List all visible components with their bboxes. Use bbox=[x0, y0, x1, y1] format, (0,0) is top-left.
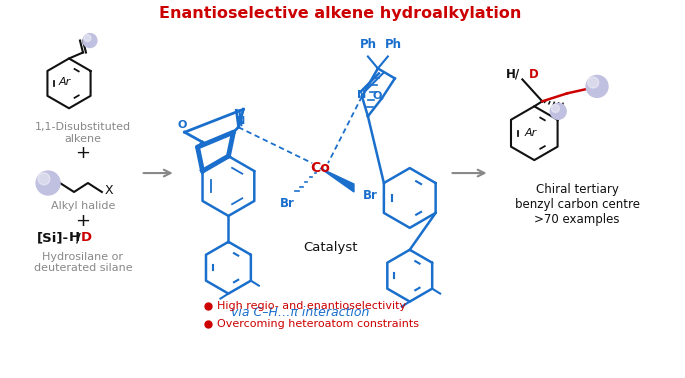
Text: Enantioselective alkene hydroalkylation: Enantioselective alkene hydroalkylation bbox=[159, 6, 521, 21]
Text: Overcoming heteroatom constraints: Overcoming heteroatom constraints bbox=[217, 319, 419, 328]
Text: N: N bbox=[236, 116, 245, 126]
Text: H: H bbox=[69, 231, 80, 244]
Circle shape bbox=[38, 173, 50, 185]
Text: Br: Br bbox=[362, 189, 377, 203]
Text: D: D bbox=[530, 68, 539, 81]
Text: Hydrosilane or
deuterated silane: Hydrosilane or deuterated silane bbox=[34, 252, 132, 273]
Text: D: D bbox=[81, 231, 92, 244]
Text: Co: Co bbox=[310, 161, 330, 175]
Text: [Si]-: [Si]- bbox=[37, 231, 69, 244]
Text: Ar: Ar bbox=[59, 77, 71, 87]
Circle shape bbox=[36, 171, 60, 195]
Circle shape bbox=[550, 103, 566, 119]
Text: N: N bbox=[358, 90, 366, 100]
Polygon shape bbox=[320, 168, 354, 192]
Text: O: O bbox=[372, 91, 382, 101]
Text: Ph: Ph bbox=[360, 37, 376, 51]
Text: Alkyl halide: Alkyl halide bbox=[51, 201, 115, 211]
Text: Ph: Ph bbox=[385, 37, 402, 51]
Text: Chiral tertiary
benzyl carbon centre
>70 examples: Chiral tertiary benzyl carbon centre >70… bbox=[514, 183, 640, 226]
Text: High regio- and enantioselectivity: High regio- and enantioselectivity bbox=[217, 301, 407, 311]
Text: via C–H…π interaction: via C–H…π interaction bbox=[231, 306, 369, 319]
Text: 1,1-Disubstituted
alkene: 1,1-Disubstituted alkene bbox=[35, 122, 131, 144]
Text: Br: Br bbox=[279, 197, 295, 211]
Text: X: X bbox=[105, 184, 114, 197]
Text: H/: H/ bbox=[506, 68, 521, 81]
Circle shape bbox=[588, 77, 599, 88]
Circle shape bbox=[84, 35, 91, 42]
Text: +: + bbox=[75, 144, 90, 162]
Circle shape bbox=[551, 104, 560, 113]
Text: /: / bbox=[77, 231, 82, 244]
Text: +: + bbox=[75, 212, 90, 230]
Text: O: O bbox=[178, 120, 187, 130]
Circle shape bbox=[586, 76, 608, 98]
Text: Ar: Ar bbox=[524, 128, 536, 138]
Text: Catalyst: Catalyst bbox=[303, 241, 358, 254]
Circle shape bbox=[83, 34, 97, 48]
